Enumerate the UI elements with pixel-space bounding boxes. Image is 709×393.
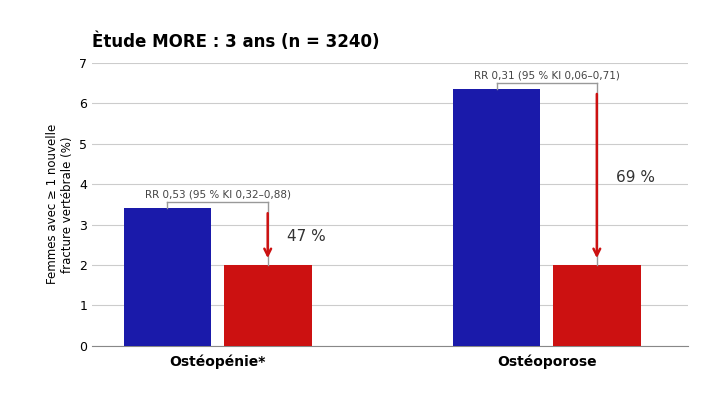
Y-axis label: Femmes avec ≥ 1 nouvelle
fracture vertébrale (%): Femmes avec ≥ 1 nouvelle fracture vertéb… xyxy=(46,124,74,285)
Text: 47 %: 47 % xyxy=(286,229,325,244)
Text: 69 %: 69 % xyxy=(615,169,654,185)
Bar xyxy=(123,208,211,346)
Text: RR 0,31 (95 % KI 0,06–0,71): RR 0,31 (95 % KI 0,06–0,71) xyxy=(474,70,620,80)
Bar xyxy=(553,265,641,346)
Bar xyxy=(224,265,311,346)
Text: RR 0,53 (95 % KI 0,32–0,88): RR 0,53 (95 % KI 0,32–0,88) xyxy=(145,189,291,200)
Text: Ètude MORE : 3 ans (n = 3240): Ètude MORE : 3 ans (n = 3240) xyxy=(92,33,380,51)
Bar xyxy=(452,89,540,346)
